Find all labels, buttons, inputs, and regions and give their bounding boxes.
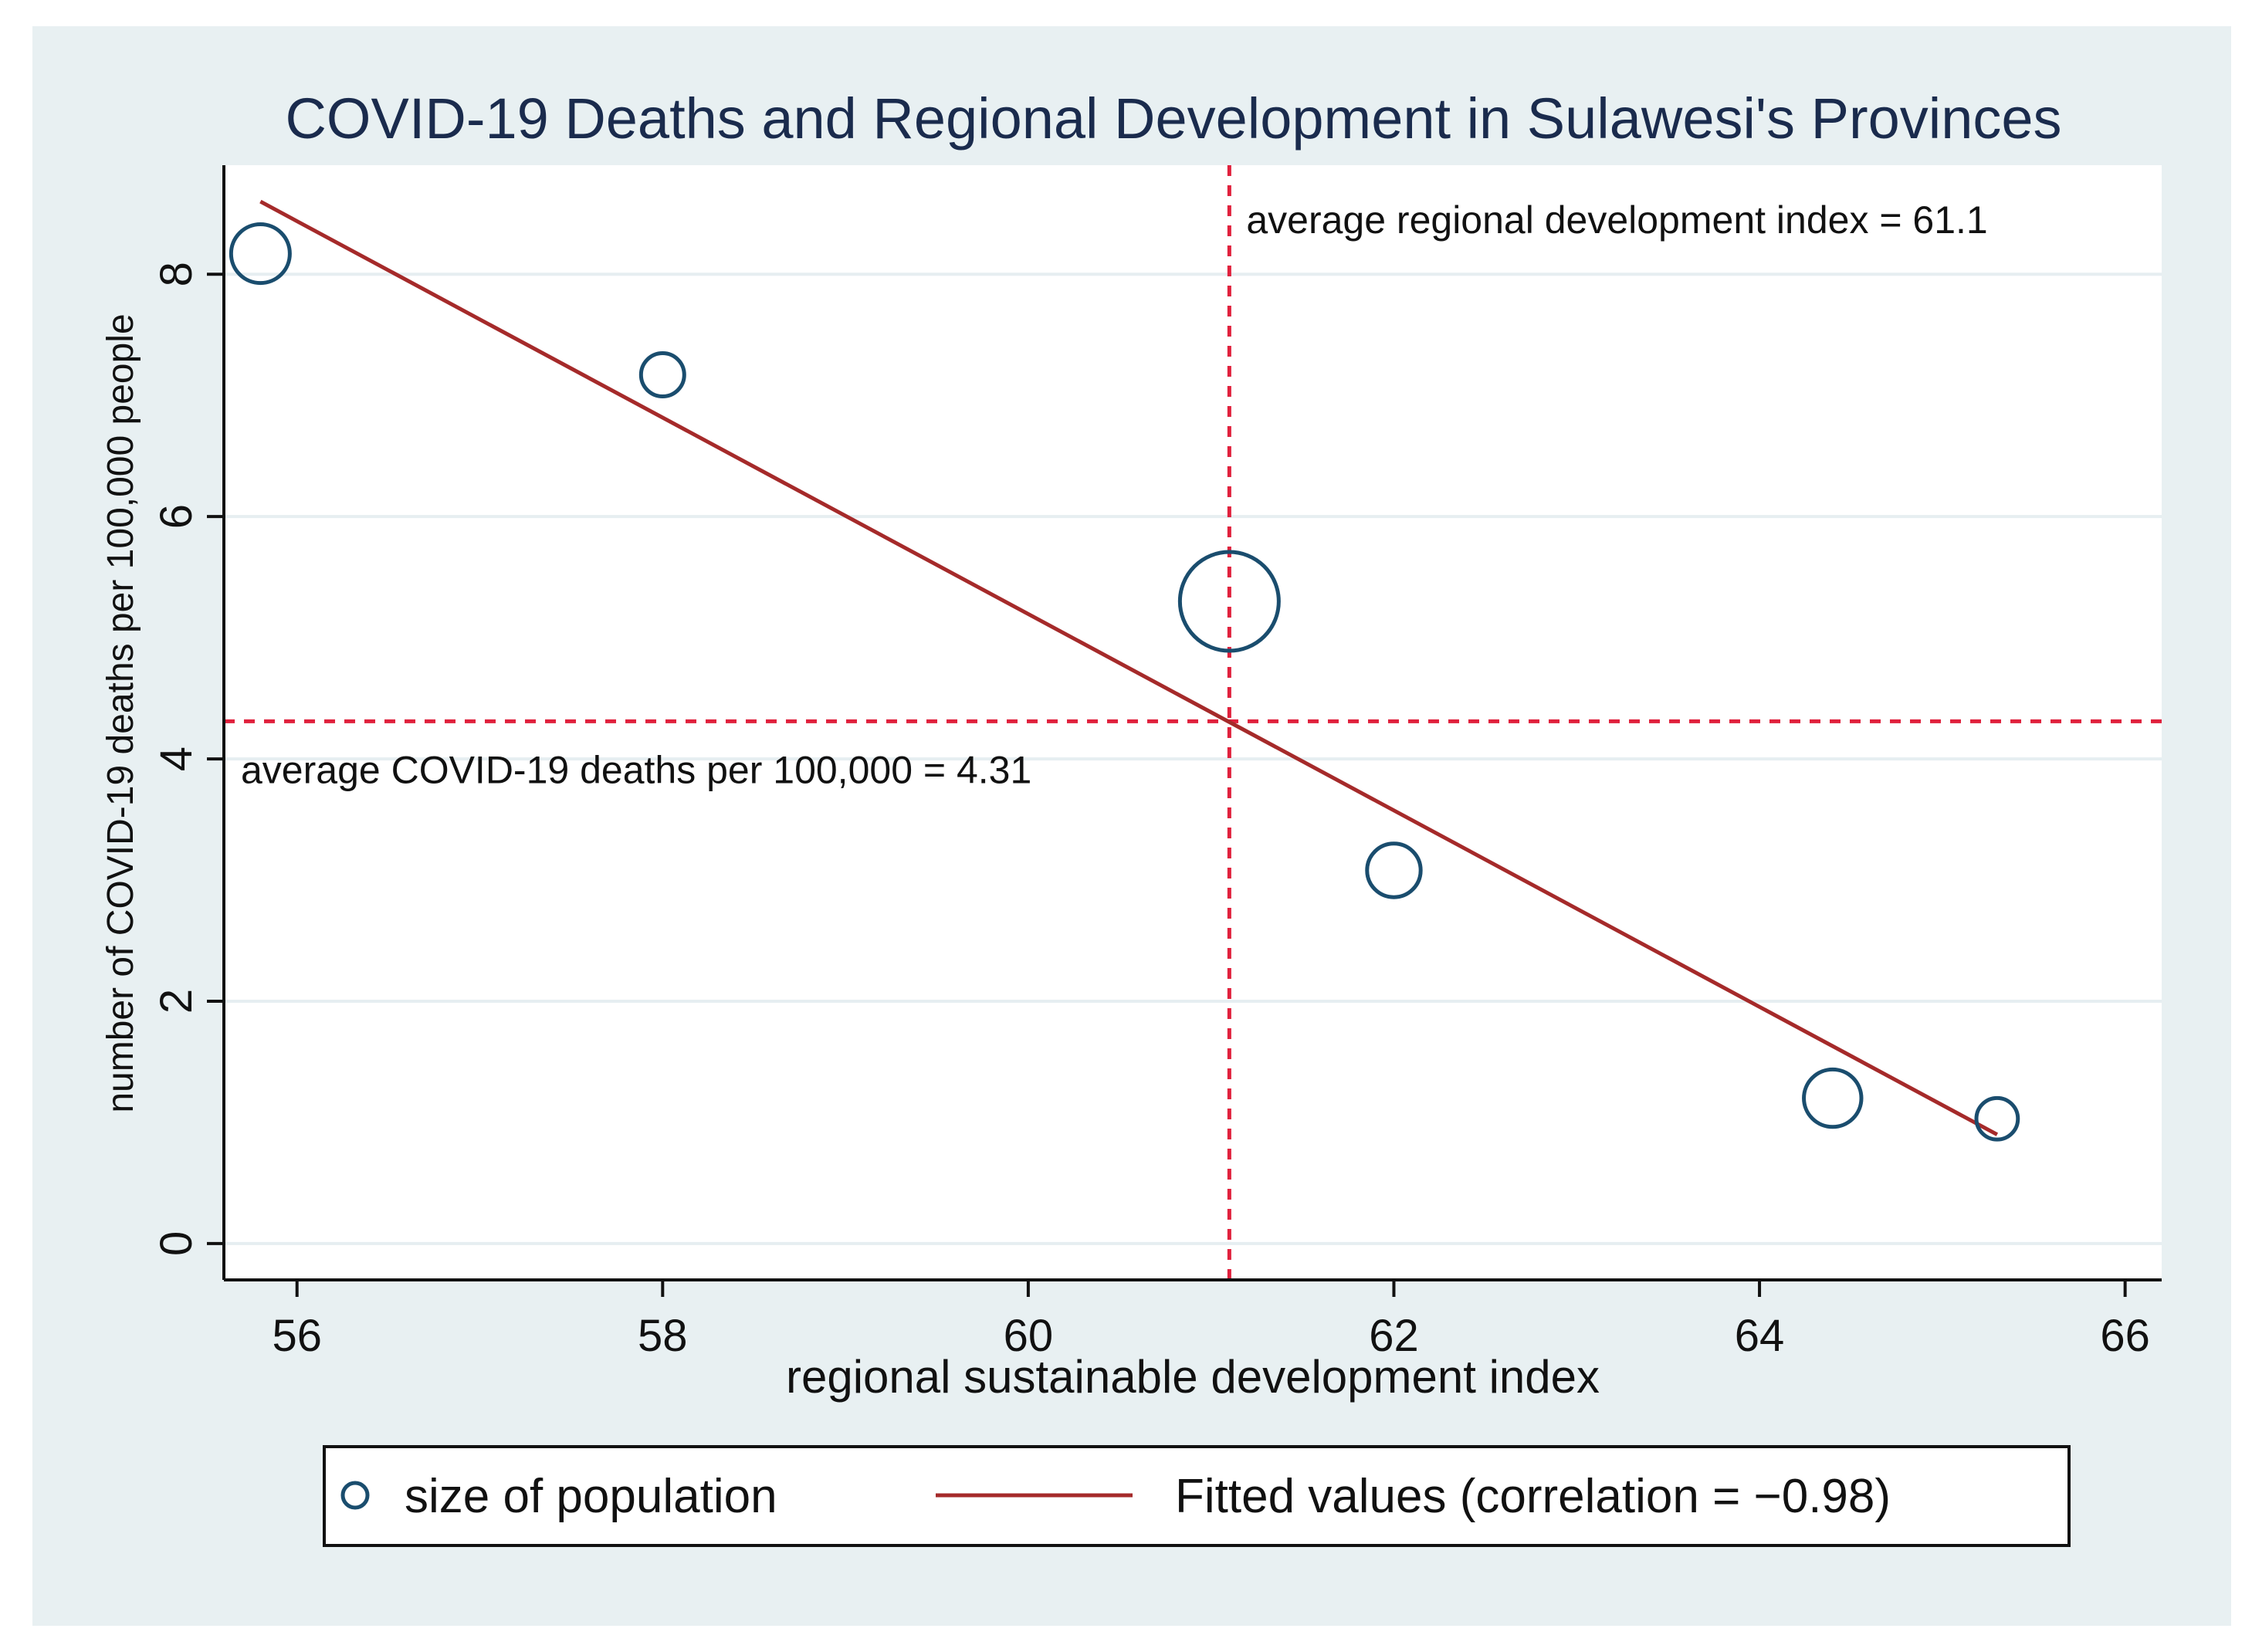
gridlines xyxy=(224,273,2162,1245)
legend: size of population Fitted values (correl… xyxy=(323,1445,2071,1547)
x-tick-label: 60 xyxy=(1004,1311,1054,1361)
y-tick-label: 8 xyxy=(151,262,201,286)
y-axis-label: number of COVID-19 deaths per 100,000 pe… xyxy=(100,313,141,1112)
legend-box xyxy=(323,1445,2071,1547)
data-point xyxy=(1177,550,1281,653)
chart-svg: COVID-19 Deaths and Regional Development… xyxy=(100,86,2162,1547)
y-tick-label: 2 xyxy=(151,989,201,1014)
data-point xyxy=(1365,841,1423,899)
data-point xyxy=(1802,1067,1864,1129)
data-point xyxy=(1974,1095,2020,1142)
y-tick-label: 4 xyxy=(151,746,201,771)
reference-label-x: average regional development index = 61.… xyxy=(1246,198,1987,242)
data-point xyxy=(638,351,686,399)
x-tick-label: 62 xyxy=(1369,1311,1419,1361)
chart-frame: COVID-19 Deaths and Regional Development… xyxy=(32,26,2231,1626)
fitted-line-group xyxy=(259,199,1999,1136)
fitted-line xyxy=(259,199,1999,1136)
x-tick-label: 64 xyxy=(1735,1311,1785,1361)
legend-label-fitted: Fitted values (correlation = −0.98) xyxy=(1175,1470,1891,1523)
y-tick-label: 6 xyxy=(151,504,201,529)
x-tick-label: 66 xyxy=(2100,1311,2150,1361)
data-point xyxy=(229,222,292,286)
chart-title: COVID-19 Deaths and Regional Development… xyxy=(285,86,2061,151)
x-tick-label: 58 xyxy=(638,1311,688,1361)
legend-marker-population xyxy=(340,1481,370,1510)
x-tick-label: 56 xyxy=(272,1311,322,1361)
x-axis-label: regional sustainable development index xyxy=(786,1351,1600,1403)
legend-label-population: size of population xyxy=(405,1470,777,1523)
reference-label-y: average COVID-19 deaths per 100,000 = 4.… xyxy=(241,748,1031,791)
y-tick-label: 0 xyxy=(151,1231,201,1256)
reference-lines: average regional development index = 61.… xyxy=(224,165,2162,1280)
axis-labels: regional sustainable development index n… xyxy=(100,313,1600,1403)
scatter-points xyxy=(229,222,2020,1142)
axes: 0 2 4 6 8 56 58 60 62 64 66 xyxy=(151,165,2162,1361)
